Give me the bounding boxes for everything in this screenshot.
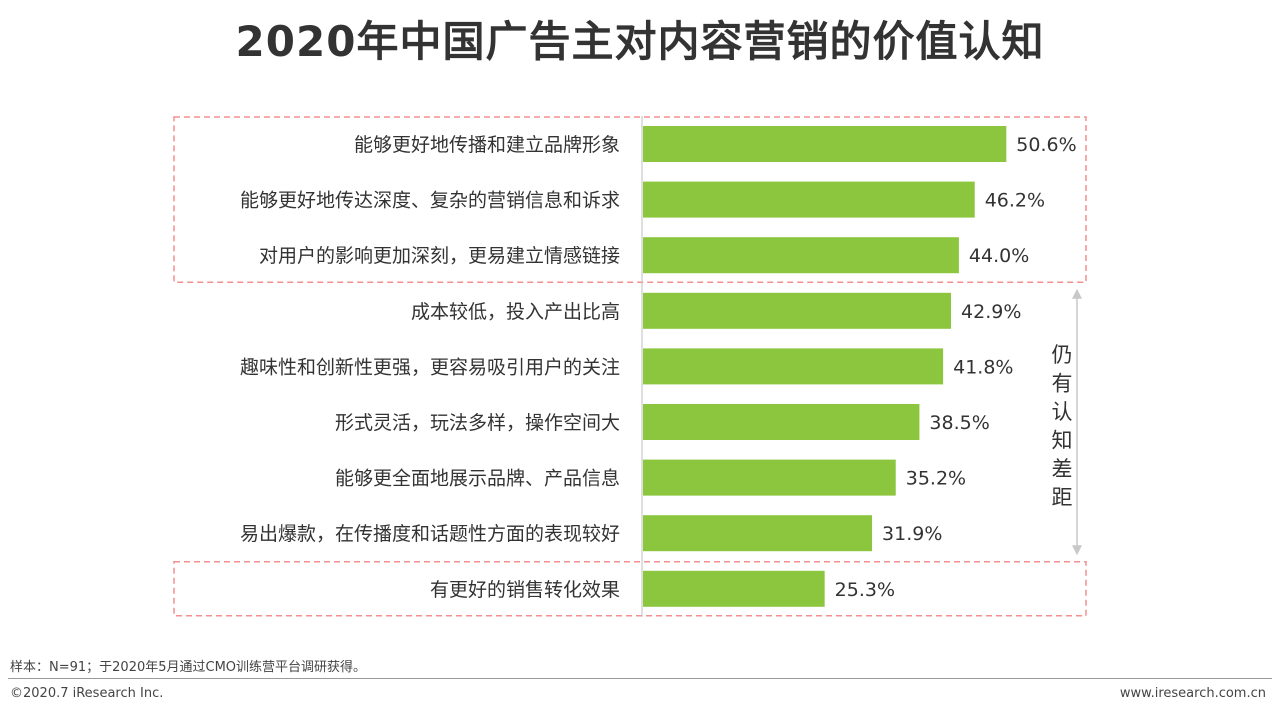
category-labels-group: 能够更好地传播和建立品牌形象能够更好地传达深度、复杂的营销信息和诉求对用户的影响… xyxy=(240,134,620,601)
bar xyxy=(643,404,920,440)
value-label: 42.9% xyxy=(961,301,1021,323)
bar xyxy=(643,181,975,218)
bar xyxy=(643,348,944,385)
chart-title: 2020年中国广告主对内容营销的价值认知 xyxy=(235,17,1045,66)
value-label: 46.2% xyxy=(985,190,1045,212)
category-label: 对用户的影响更加深刻，更易建立情感链接 xyxy=(259,245,620,267)
category-label: 易出爆款，在传播度和话题性方面的表现较好 xyxy=(240,523,620,545)
category-label: 成本较低，投入产出比高 xyxy=(411,301,620,323)
copyright: ©2020.7 iResearch Inc. xyxy=(10,686,164,701)
value-label: 31.9% xyxy=(882,523,942,545)
bars-group xyxy=(643,126,1007,607)
highlight-box-top xyxy=(173,116,1087,283)
category-label: 有更好的销售转化效果 xyxy=(430,579,620,601)
value-label: 35.2% xyxy=(906,468,966,490)
bar xyxy=(643,237,959,274)
bar-chart: 能够更好地传播和建立品牌形象能够更好地传达深度、复杂的营销信息和诉求对用户的影响… xyxy=(173,116,1087,617)
bar xyxy=(643,292,952,329)
annotation-group: 仍有认知差距 xyxy=(1052,288,1082,556)
value-label: 25.3% xyxy=(835,579,895,601)
bar xyxy=(643,570,825,607)
highlight-boxes xyxy=(173,116,1087,617)
bar xyxy=(643,126,1007,162)
value-label: 50.6% xyxy=(1016,134,1076,156)
category-label: 能够更好地传达深度、复杂的营销信息和诉求 xyxy=(240,190,620,212)
arrow-up-icon xyxy=(1072,288,1082,299)
highlight-box-bottom xyxy=(173,561,1087,617)
bar xyxy=(643,515,873,552)
category-label: 形式灵活，玩法多样，操作空间大 xyxy=(335,412,620,434)
annotation-text: 仍有认知差距 xyxy=(1052,343,1073,510)
category-label: 能够更全面地展示品牌、产品信息 xyxy=(335,468,620,490)
arrow-down-icon xyxy=(1072,545,1082,556)
value-label: 41.8% xyxy=(953,356,1013,378)
value-label: 44.0% xyxy=(969,245,1029,267)
footer-divider xyxy=(8,678,1272,679)
sample-note: 样本：N=91；于2020年5月通过CMO训练营平台调研获得。 xyxy=(10,660,367,675)
value-label: 38.5% xyxy=(929,412,989,434)
value-labels-group: 50.6% 46.2% 44.0% 42.9% 41.8% 38.5% 35.2% 31.9%… xyxy=(835,134,1077,601)
website-url: www.iresearch.com.cn xyxy=(1119,686,1266,701)
bar xyxy=(643,459,896,496)
category-label: 趣味性和创新性更强，更容易吸引用户的关注 xyxy=(240,356,620,378)
category-label: 能够更好地传播和建立品牌形象 xyxy=(354,134,620,156)
